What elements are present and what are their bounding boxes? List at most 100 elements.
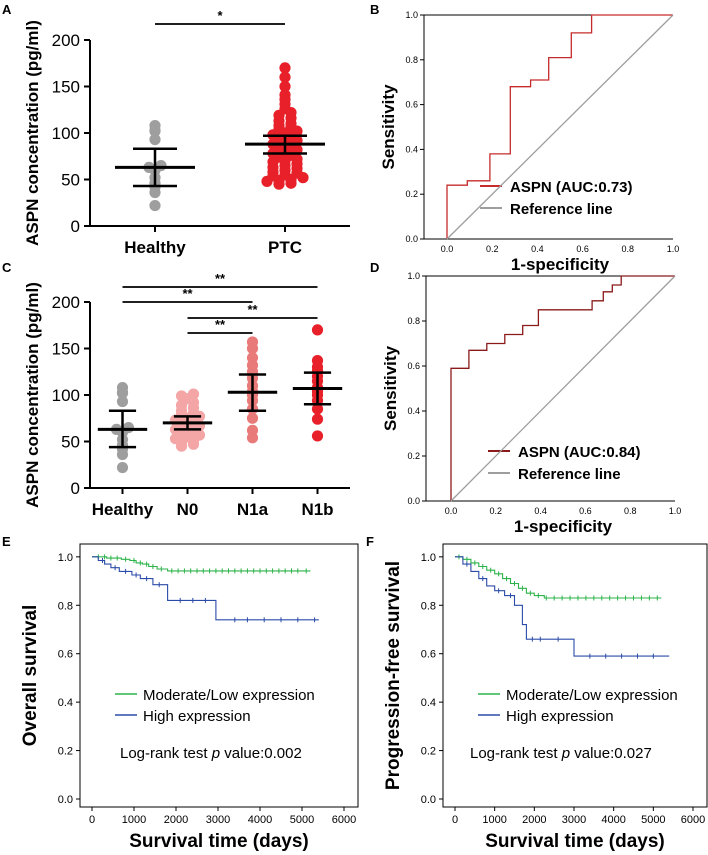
panel-label-a: A: [2, 2, 12, 17]
significance-label: **: [215, 271, 226, 286]
panel-F-plot: 0 1000 2000 3000 4000 5000 6000 0.0 0.2 0.4 0.6 0.8…: [383, 543, 708, 852]
panel-C-plot: 0 50 100 150 200 Healthy N0 N1a N1b ASPN concentr…: [23, 271, 350, 519]
panel-label-b: B: [370, 2, 379, 17]
y-tick-label: 50: [61, 433, 80, 452]
survival-curve: [92, 556, 311, 572]
x-tick-label: PTC: [268, 238, 302, 257]
x-tick-label: 0.2: [490, 506, 503, 516]
y-tick-label: 0.4: [58, 697, 73, 709]
legend-label: Reference line: [518, 466, 621, 483]
y-tick-label: 100: [52, 124, 80, 143]
x-tick-label: N1a: [237, 500, 269, 519]
panel-label-f: F: [366, 534, 374, 549]
y-tick-label: 0.0: [58, 794, 73, 806]
y-tick-label: 0.8: [421, 600, 436, 612]
roc-curve: [446, 14, 673, 239]
x-axis-label: 1-specificity: [511, 255, 610, 274]
x-axis-label: 1-specificity: [514, 517, 613, 536]
reference-line: [450, 275, 676, 502]
x-tick-label: 0.6: [576, 244, 589, 254]
y-tick-label: 1.0: [421, 552, 436, 564]
x-tick-label: 4000: [601, 814, 625, 826]
y-axis-label: ASPN concentration (pg/ml): [23, 282, 42, 508]
y-tick-label: 0: [71, 479, 80, 498]
x-tick-label: 4000: [248, 814, 272, 826]
y-tick-label: 50: [61, 171, 80, 190]
y-tick-label: 0.6: [58, 649, 73, 661]
log-rank-annotation: Log-rank test p value:0.002: [120, 745, 302, 762]
x-tick-label: 5000: [641, 814, 665, 826]
x-axis-label: Survival time (days): [129, 831, 309, 852]
log-rank-annotation: Log-rank test p value:0.027: [470, 745, 652, 762]
legend-label: High expression: [506, 708, 614, 725]
data-point: [149, 133, 161, 146]
x-tick-label: 0.0: [441, 244, 454, 254]
data-point: [279, 80, 291, 93]
y-tick-label: 0.6: [421, 649, 436, 661]
data-point: [187, 388, 200, 400]
panel-label-c: C: [2, 260, 12, 275]
x-axis-label: Survival time (days): [485, 831, 665, 852]
y-axis-label: Progression-free survival: [383, 561, 404, 790]
x-tick-label: N0: [177, 500, 199, 519]
significance-label: **: [215, 317, 226, 332]
data-point: [149, 119, 161, 132]
y-tick-label: 1.0: [405, 10, 418, 20]
data-point: [311, 403, 324, 415]
y-tick-label: 0: [71, 217, 80, 236]
data-point: [246, 424, 259, 436]
y-tick-label: 0.2: [407, 451, 420, 461]
plot-frame: [442, 543, 708, 808]
y-tick-label: 0.2: [405, 189, 418, 199]
significance-label: **: [182, 286, 193, 301]
data-point: [246, 352, 259, 364]
data-point: [246, 336, 259, 348]
x-tick-label: 1.0: [667, 244, 680, 254]
y-tick-label: 0.0: [407, 496, 420, 506]
data-point: [246, 412, 259, 424]
y-axis-label: Overall survival: [20, 605, 41, 747]
legend-label: High expression: [143, 708, 251, 725]
y-tick-label: 0.8: [58, 600, 73, 612]
y-tick-label: 0.6: [405, 100, 418, 110]
significance-label: **: [247, 302, 258, 317]
x-tick-label: 0.4: [531, 244, 544, 254]
x-tick-label: Healthy: [92, 500, 154, 519]
x-tick-label: 0.0: [445, 506, 458, 516]
x-tick-label: 2000: [522, 814, 546, 826]
panel-E-plot: 0 1000 2000 3000 4000 5000 6000 0.0 0.2 0.4 0.6 0.8…: [20, 543, 359, 852]
data-point: [279, 62, 291, 74]
x-tick-label: N1b: [301, 500, 333, 519]
legend-label: Reference line: [510, 201, 613, 218]
y-tick-label: 150: [52, 78, 80, 97]
reference-line: [446, 14, 674, 240]
data-point: [116, 381, 129, 394]
panel-label-e: E: [2, 534, 11, 549]
x-tick-label: 0.6: [579, 506, 592, 516]
y-tick-label: 0.2: [421, 746, 436, 758]
legend-label: ASPN (AUC:0.84): [518, 444, 641, 461]
panel-D-plot: 0.0 0.0 0.2 0.2 0.4 0.4 0.6 0.6 0.8 0.8 1.0 1.0 1-sp…: [381, 271, 681, 536]
data-point: [311, 430, 324, 442]
x-tick-label: 0: [452, 814, 458, 826]
y-tick-label: 100: [52, 386, 80, 405]
y-axis-label: ASPN concentration (pg/ml): [23, 20, 42, 246]
y-tick-label: 200: [52, 293, 80, 312]
x-tick-label: 3000: [206, 814, 230, 826]
x-tick-label: 0: [89, 814, 95, 826]
x-tick-label: 6000: [332, 814, 356, 826]
x-tick-label: 0.8: [622, 244, 635, 254]
x-tick-label: 0.8: [624, 506, 637, 516]
y-axis-label: Sensitivity: [381, 345, 400, 431]
data-point: [311, 354, 324, 367]
panel-A-plot: 0 50 100 150 200 Healthy PTC ASPN concentration…: [23, 8, 350, 257]
x-tick-label: 3000: [562, 814, 586, 826]
y-axis-label: Sensitivity: [379, 84, 398, 170]
legend-label: Moderate/Low expression: [143, 687, 315, 704]
y-tick-label: 0.8: [407, 316, 420, 326]
data-point: [311, 324, 324, 336]
legend-label: Moderate/Low expression: [506, 687, 678, 704]
y-tick-label: 0.0: [405, 234, 418, 244]
y-tick-label: 0.8: [405, 55, 418, 65]
